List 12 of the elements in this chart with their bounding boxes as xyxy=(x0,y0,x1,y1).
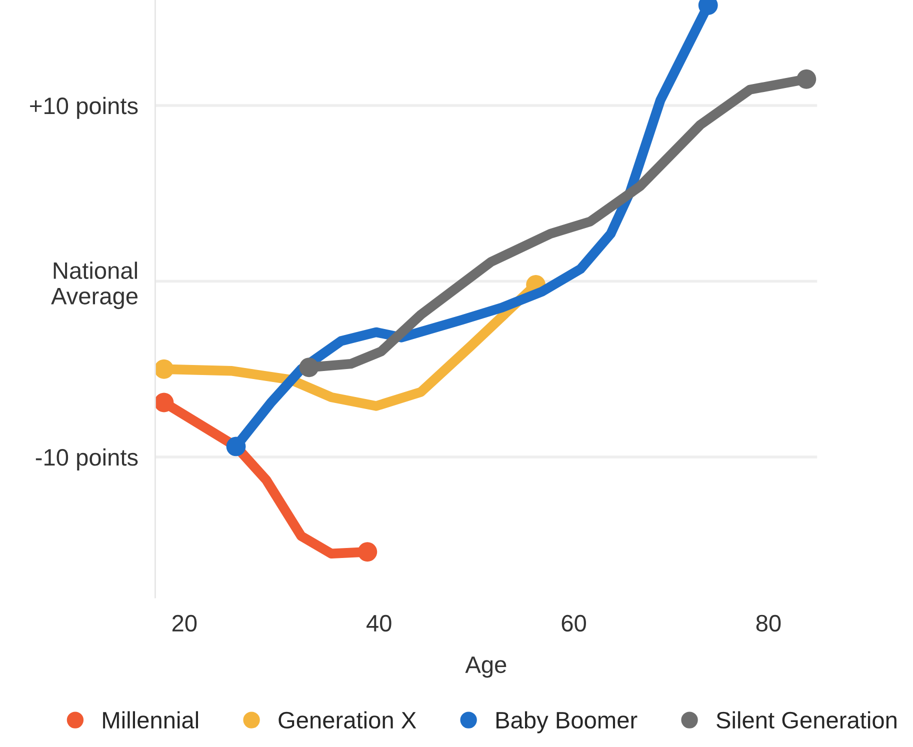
x-tick-label: 40 xyxy=(366,614,392,632)
x-tick-label: 80 xyxy=(756,614,781,632)
legend-label: Millennial xyxy=(103,711,198,729)
y-tick-label: -10 points xyxy=(36,448,138,470)
legend-label: Baby Boomer xyxy=(496,711,638,734)
x-tick-label: 20 xyxy=(172,614,197,632)
x-axis-title: Age xyxy=(465,656,506,678)
y-tick-label: +10 points xyxy=(30,96,138,119)
x-tick-label: 60 xyxy=(562,614,586,632)
legend-label: Silent Generation xyxy=(716,711,896,729)
y-tick-label: National Average xyxy=(51,262,138,310)
legend-label: Generation X xyxy=(278,711,416,729)
